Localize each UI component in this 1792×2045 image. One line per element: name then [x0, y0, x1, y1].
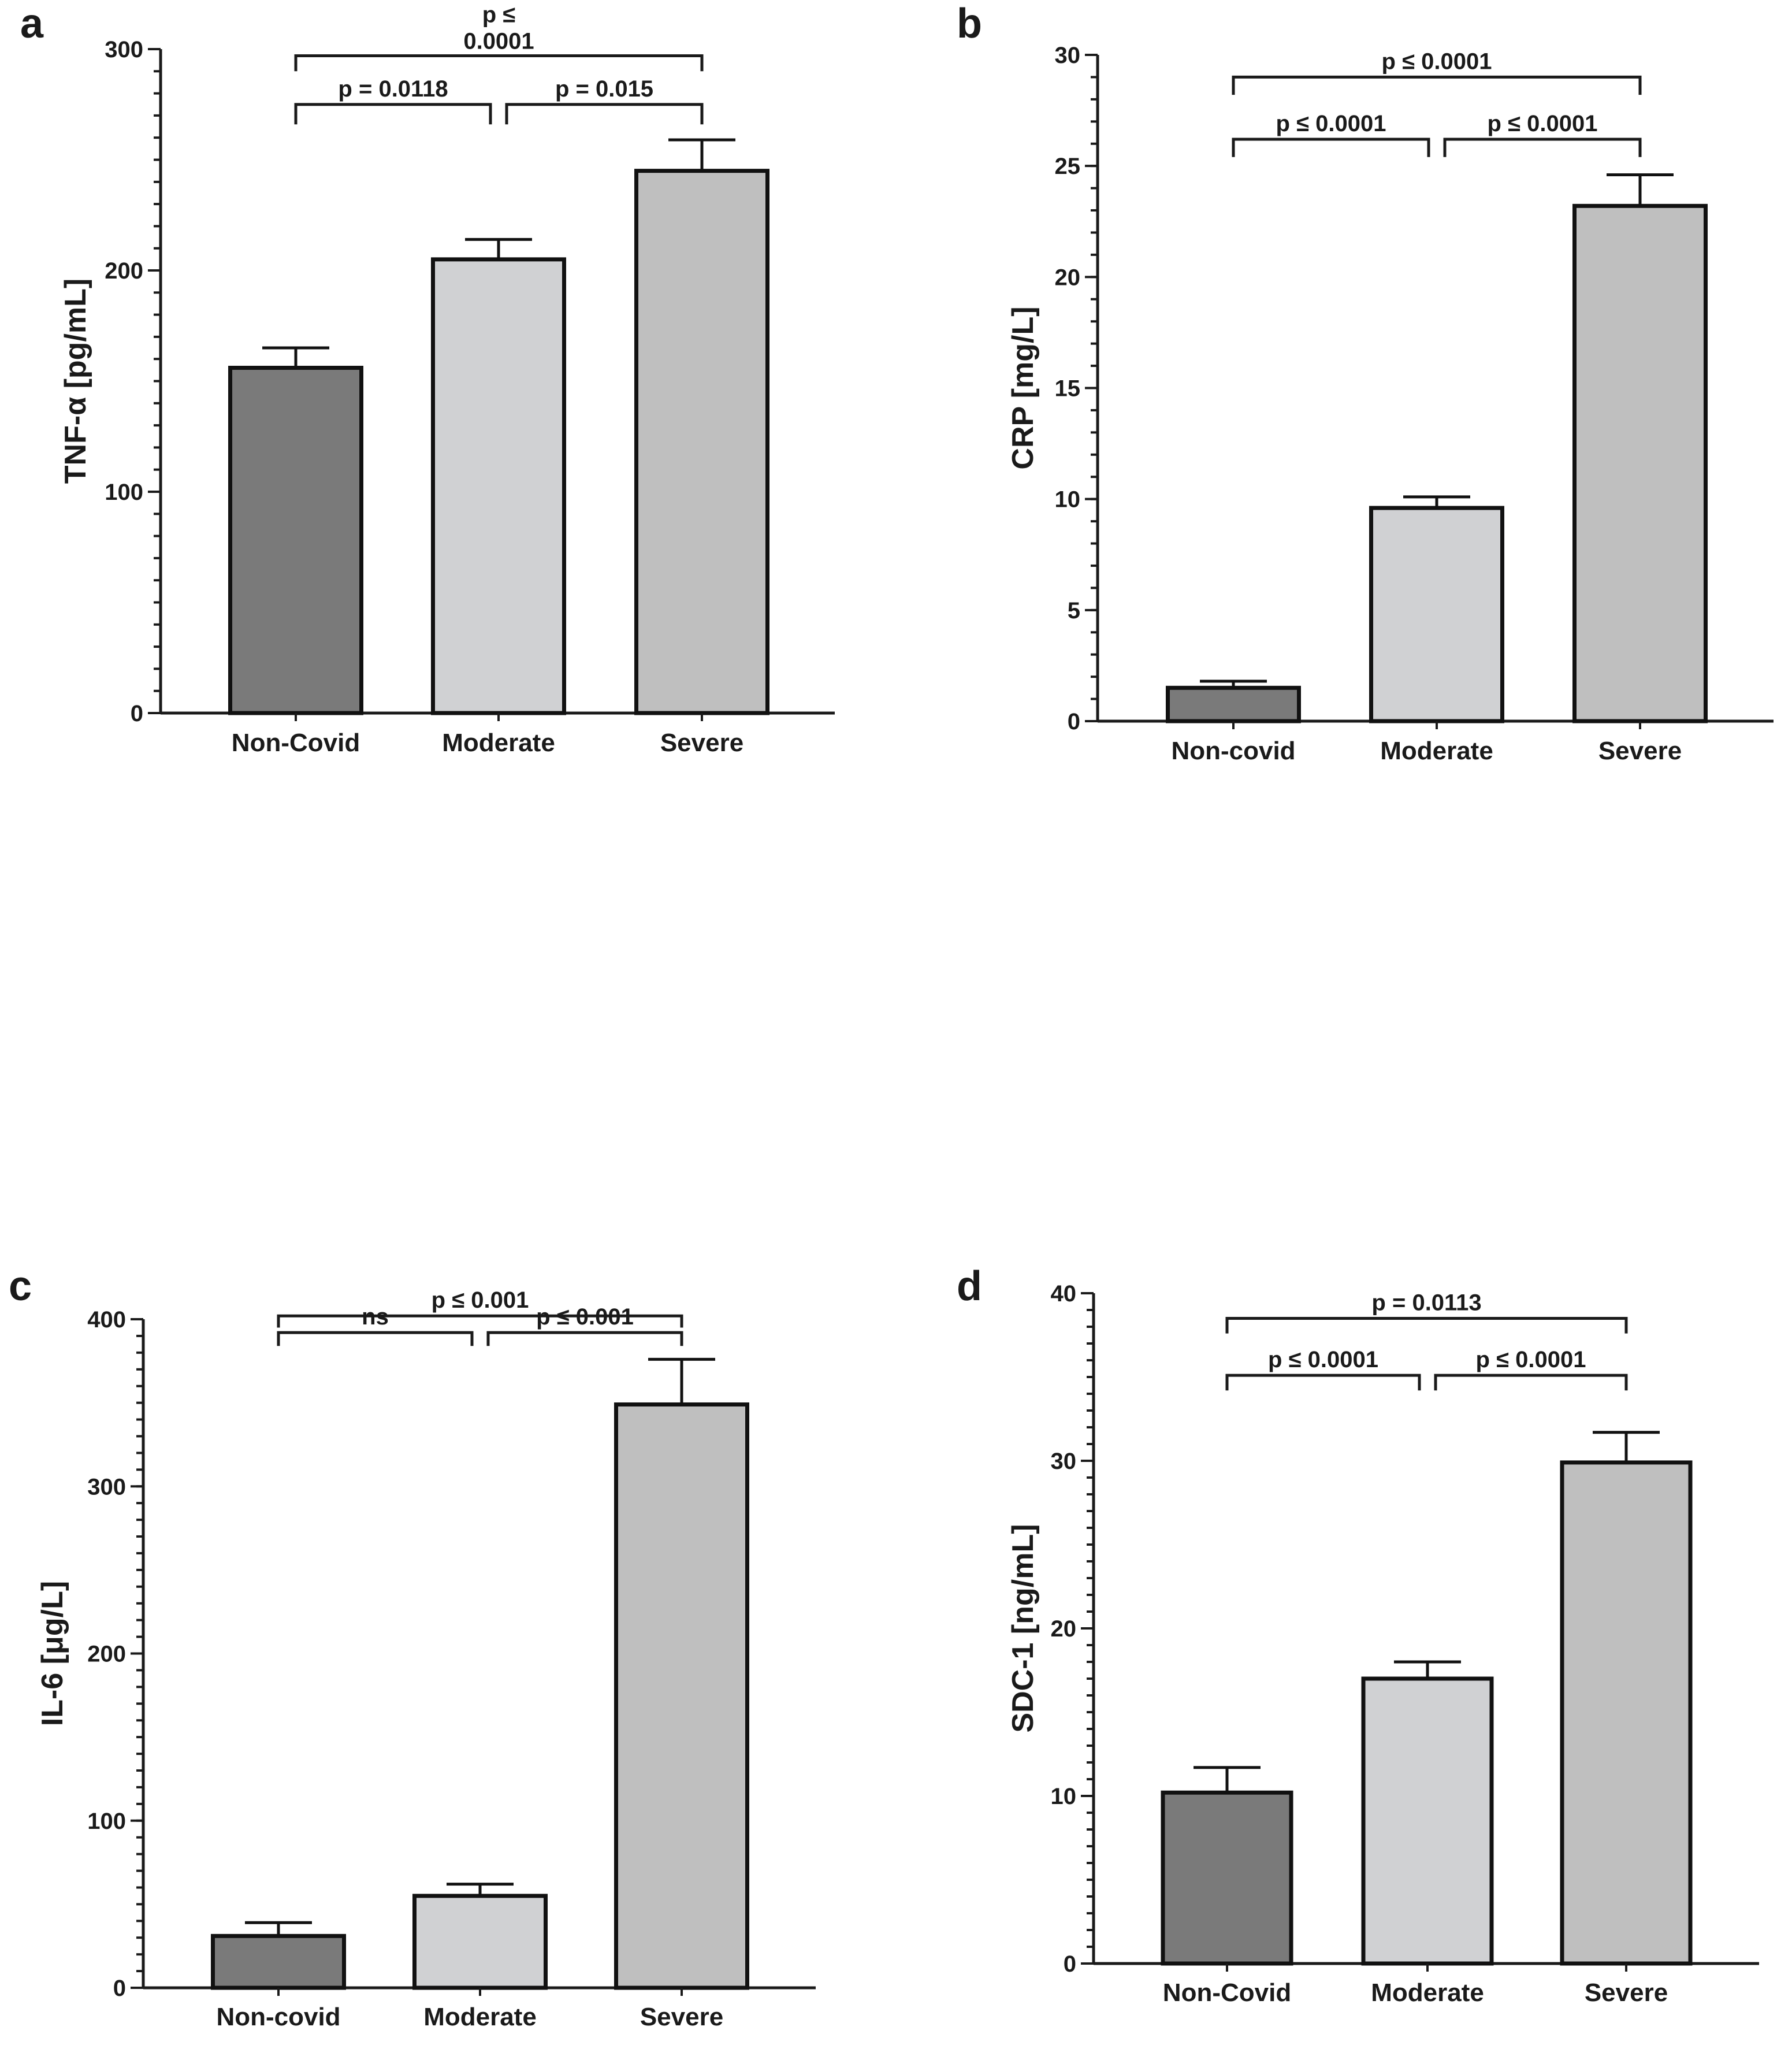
- significance-bracket: [294, 103, 492, 125]
- panel-letter: d: [957, 1263, 982, 1309]
- significance-bracket: [277, 1331, 474, 1346]
- y-tick-label: 400: [87, 1307, 126, 1333]
- p-value-label: p = 0.015: [555, 76, 653, 102]
- y-tick-label: 200: [87, 1642, 126, 1667]
- y-tick-label: 0: [131, 701, 143, 726]
- error-bar: [465, 237, 532, 259]
- bar-non-covid: [211, 1933, 346, 1990]
- p-value-label: p = 0.0118: [338, 76, 448, 102]
- y-tick-label: 0: [1068, 709, 1080, 734]
- panel-letter: c: [9, 1263, 32, 1309]
- error-bar: [1194, 1766, 1261, 1793]
- y-tick-label: 300: [105, 37, 143, 62]
- y-tick-label: 40: [1051, 1281, 1077, 1307]
- bar-non-covid: [228, 366, 363, 715]
- error-bar: [1394, 1660, 1461, 1679]
- significance-bracket: [505, 103, 704, 125]
- panel-d: d 0 10 20 30 40 SDC-1 [ng/mL] Non-Covid Moderate…: [957, 1263, 1759, 2007]
- bar-moderate: [412, 1894, 548, 1990]
- error-bar: [1403, 495, 1470, 509]
- error-bar: [1607, 173, 1674, 206]
- y-tick-label: 30: [1055, 43, 1081, 68]
- significance-bracket: [1443, 138, 1642, 157]
- category-label: Moderate: [1371, 1979, 1484, 2007]
- y-tick-label: 10: [1055, 487, 1081, 513]
- error-bar: [1593, 1431, 1660, 1463]
- significance-bracket: [486, 1331, 683, 1346]
- p-value-label: p ≤ 0.0001: [1276, 111, 1386, 136]
- bar-moderate: [431, 257, 566, 715]
- category-label: Severe: [640, 2003, 723, 2031]
- y-tick-label: 5: [1068, 598, 1080, 623]
- y-axis-label: SDC-1 [ng/mL]: [1006, 1524, 1040, 1732]
- significance-bracket: [1225, 1374, 1421, 1391]
- p-value-label: p ≤ 0.0001: [1382, 49, 1492, 74]
- panel-c: c 0 100 200 300 400 IL-6 [μg/L] Non-covid Modera…: [9, 1263, 816, 2031]
- category-label: Severe: [660, 729, 743, 757]
- y-tick-label: 30: [1051, 1449, 1077, 1474]
- category-label: Non-covid: [1171, 737, 1295, 765]
- p-value-label: p ≤ 0.0001: [1268, 1347, 1378, 1372]
- y-axis-label: IL-6 [μg/L]: [36, 1581, 69, 1726]
- y-tick-label: 25: [1055, 154, 1081, 179]
- p-value-label: p ≤ 0.001: [432, 1287, 529, 1313]
- y-tick-label: 15: [1055, 376, 1081, 402]
- category-label: Moderate: [423, 2003, 537, 2031]
- category-label: Moderate: [1380, 737, 1493, 765]
- category-label: Moderate: [442, 729, 555, 757]
- bar-severe: [614, 1402, 749, 1990]
- bar-moderate: [1361, 1676, 1494, 1966]
- bar-moderate: [1369, 506, 1504, 723]
- y-axis-label: TNF-α [pg/mL]: [59, 279, 92, 484]
- y-tick-label: 200: [105, 258, 143, 284]
- error-bar: [245, 1921, 312, 1936]
- significance-bracket: [277, 1314, 683, 1328]
- bar-non-covid: [1161, 1790, 1293, 1966]
- category-label: Non-Covid: [232, 729, 360, 757]
- significance-bracket: [1434, 1374, 1628, 1391]
- p-value-label: p ≤ 0.0001: [1476, 1347, 1586, 1372]
- y-tick-label: 100: [105, 480, 143, 505]
- y-axis-label: CRP [mg/L]: [1006, 306, 1040, 469]
- panel-a: a 0 100 200 300 TNF-α [pg/mL] Non-Covid Moderat…: [20, 1, 835, 757]
- bar-non-covid: [1166, 685, 1301, 723]
- y-tick-label: 10: [1051, 1784, 1077, 1809]
- panel-letter: a: [20, 1, 44, 47]
- error-bar: [447, 1883, 514, 1896]
- bar-severe: [634, 169, 769, 715]
- y-tick-label: 0: [113, 1976, 126, 2001]
- panel-letter: b: [957, 1, 982, 47]
- significance-bracket: [294, 54, 704, 72]
- error-bar: [262, 346, 329, 368]
- p-value-label: p = 0.0113: [1371, 1290, 1481, 1316]
- bar-severe: [1560, 1460, 1693, 1966]
- p-value-label: p ≤0.0001: [463, 2, 534, 54]
- significance-bracket: [1232, 138, 1430, 157]
- category-label: Severe: [1598, 737, 1682, 765]
- category-label: Non-Covid: [1163, 1979, 1291, 2007]
- significance-bracket: [1232, 75, 1642, 95]
- error-bar: [668, 138, 735, 171]
- category-label: Severe: [1585, 1979, 1668, 2007]
- y-tick-label: 300: [87, 1474, 126, 1500]
- error-bar: [648, 1357, 715, 1405]
- y-tick-label: 100: [87, 1809, 126, 1834]
- p-value-label: p ≤ 0.0001: [1488, 111, 1598, 136]
- p-value-label: p ≤ 0.001: [536, 1304, 634, 1330]
- y-tick-label: 0: [1064, 1951, 1076, 1977]
- panel-b: b 0 5 10 15 20 25 30 CRP [mg/L] Non-covid Moderate…: [957, 1, 1774, 765]
- p-value-label: ns: [362, 1304, 389, 1330]
- y-tick-label: 20: [1055, 265, 1081, 290]
- significance-bracket: [1225, 1317, 1628, 1334]
- y-tick-label: 20: [1051, 1616, 1077, 1642]
- category-label: Non-covid: [216, 2003, 340, 2031]
- error-bar: [1200, 680, 1267, 688]
- bar-severe: [1572, 203, 1708, 723]
